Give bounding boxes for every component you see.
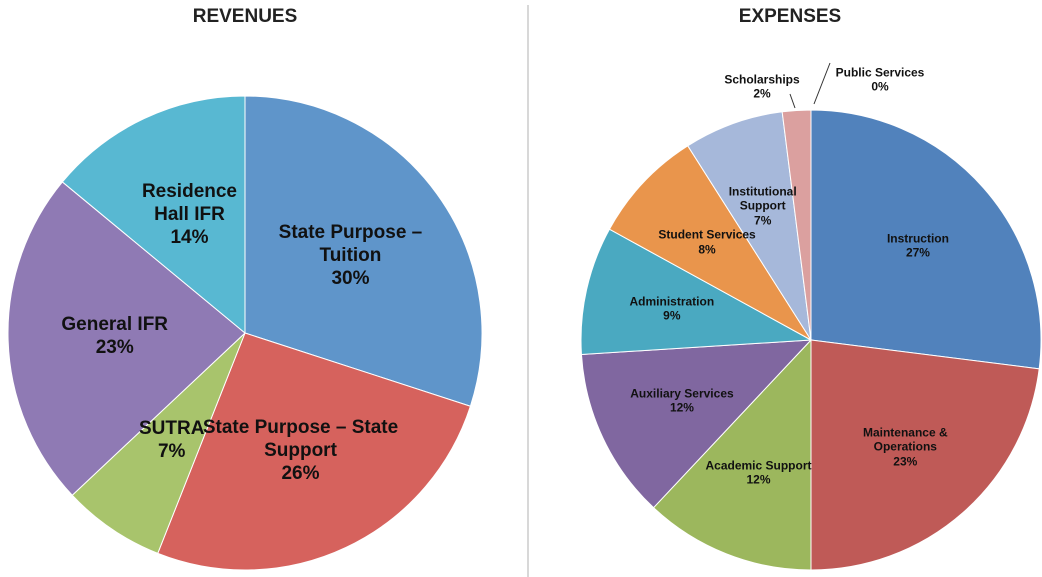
slice-percent: 9%	[663, 308, 681, 323]
slice-label: Public Services 0%	[825, 66, 935, 95]
pie-slice	[71, 332, 246, 555]
slice-name: Student Services	[658, 227, 756, 242]
slice-label: General IFR 23%	[45, 314, 185, 360]
slice-percent: 27%	[905, 245, 930, 260]
leader-line	[789, 93, 796, 109]
pie-slice	[810, 339, 1040, 571]
pie-slice	[810, 109, 1042, 370]
pie-slice	[580, 339, 813, 509]
slice-name: Residence Hall IFR	[141, 180, 237, 225]
slice-percent: 23%	[893, 454, 918, 469]
slice-percent: 30%	[331, 267, 370, 289]
slice-label: Scholarships 2%	[712, 73, 812, 102]
pie-slice	[244, 95, 483, 407]
slice-name: Academic Support	[705, 458, 812, 473]
slice-label: Institutional Support 7%	[720, 184, 805, 227]
pie-slice	[652, 338, 812, 571]
slice-percent: 0%	[871, 80, 889, 94]
slice-percent: 14%	[170, 226, 209, 248]
slice-percent: 23%	[95, 337, 134, 359]
slice-name: Instruction	[886, 231, 949, 246]
slice-label: State Purpose – Tuition 30%	[275, 222, 425, 290]
slice-name: Scholarships	[724, 72, 800, 87]
slice-percent: 7%	[157, 440, 186, 462]
slice-percent: 8%	[698, 242, 716, 257]
pie-slice	[580, 228, 813, 355]
slice-name: Administration	[629, 294, 715, 309]
pie-slice	[608, 145, 812, 341]
pie-slice	[7, 181, 246, 496]
slice-label: Residence Hall IFR 14%	[134, 181, 244, 249]
slice-percent: 12%	[669, 400, 694, 415]
slice-name: Maintenance & Operations	[862, 425, 948, 454]
slice-label: Administration 9%	[612, 295, 732, 324]
slice-name: Institutional Support	[728, 184, 797, 213]
slice-percent: 7%	[754, 213, 772, 228]
slice-name: General IFR	[61, 314, 169, 336]
slice-label: Student Services 8%	[647, 228, 767, 257]
pie-slice	[61, 95, 246, 335]
slice-label: SUTRA 7%	[132, 418, 212, 464]
slice-name: Public Services	[835, 65, 925, 80]
slice-label: State Purpose – State Support 26%	[181, 417, 421, 485]
slice-name: SUTRA	[138, 418, 205, 439]
chart-title: EXPENSES	[738, 6, 842, 27]
slice-label: Maintenance & Operations 23%	[855, 425, 955, 468]
chart-title: REVENUES	[192, 6, 298, 27]
leader-line	[813, 62, 831, 105]
slice-name: State Purpose – Tuition	[278, 222, 423, 266]
slice-label: Instruction 27%	[858, 231, 978, 260]
slice-percent: 2%	[753, 87, 771, 101]
slice-name: Auxiliary Services	[630, 386, 734, 401]
slice-label: Academic Support 12%	[699, 458, 819, 487]
slice-name: State Purpose – State Support	[202, 416, 399, 461]
pie-slice	[687, 111, 812, 341]
slice-label: Auxiliary Services 12%	[622, 386, 742, 415]
slice-percent: 12%	[746, 472, 771, 487]
slice-percent: 26%	[281, 462, 320, 484]
pie-slice	[157, 332, 472, 571]
